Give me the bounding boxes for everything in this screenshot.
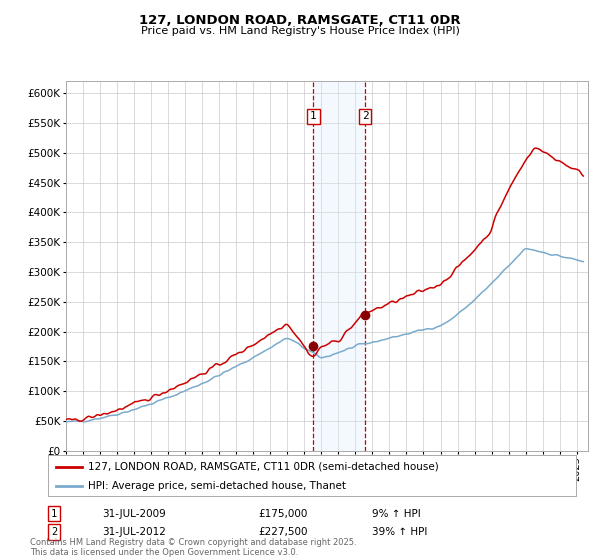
Text: £227,500: £227,500 — [258, 527, 308, 537]
Text: Contains HM Land Registry data © Crown copyright and database right 2025.
This d: Contains HM Land Registry data © Crown c… — [30, 538, 356, 557]
Text: 1: 1 — [51, 508, 57, 519]
Bar — [313, 81, 365, 451]
Text: £175,000: £175,000 — [258, 508, 307, 519]
Text: 31-JUL-2009: 31-JUL-2009 — [102, 508, 166, 519]
Text: 127, LONDON ROAD, RAMSGATE, CT11 0DR (semi-detached house): 127, LONDON ROAD, RAMSGATE, CT11 0DR (se… — [88, 461, 439, 472]
Text: 39% ↑ HPI: 39% ↑ HPI — [372, 527, 427, 537]
Text: 31-JUL-2012: 31-JUL-2012 — [102, 527, 166, 537]
Text: 9% ↑ HPI: 9% ↑ HPI — [372, 508, 421, 519]
Text: 2: 2 — [362, 111, 368, 122]
Text: 127, LONDON ROAD, RAMSGATE, CT11 0DR: 127, LONDON ROAD, RAMSGATE, CT11 0DR — [139, 14, 461, 27]
Text: HPI: Average price, semi-detached house, Thanet: HPI: Average price, semi-detached house,… — [88, 480, 346, 491]
Text: 1: 1 — [310, 111, 317, 122]
Text: 2: 2 — [51, 527, 57, 537]
Text: Price paid vs. HM Land Registry's House Price Index (HPI): Price paid vs. HM Land Registry's House … — [140, 26, 460, 36]
